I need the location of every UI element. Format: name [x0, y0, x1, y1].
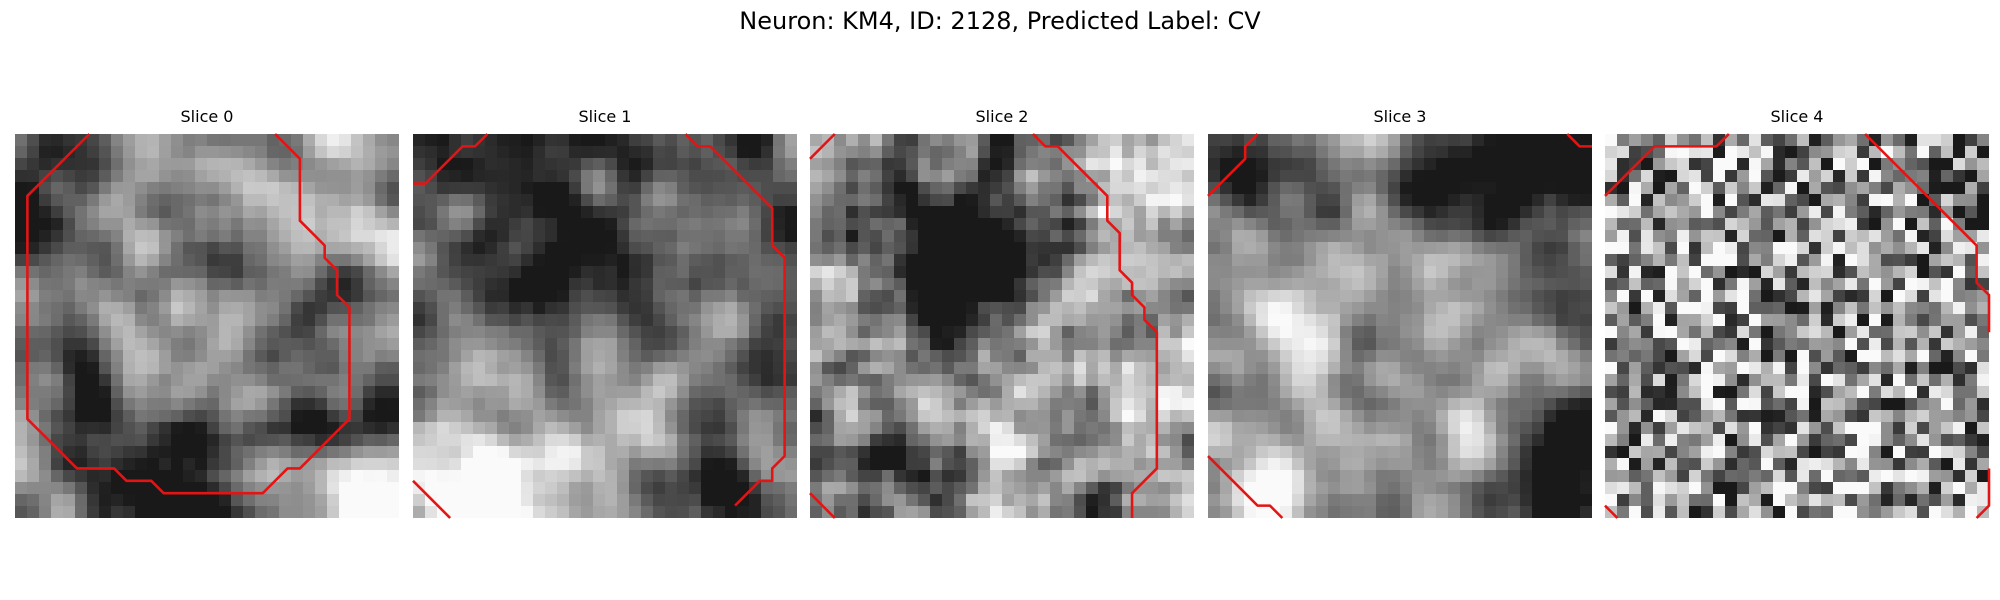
- contour-line-2: [413, 481, 450, 518]
- contour-line-2: [810, 493, 835, 518]
- slice-title: Slice 1: [578, 107, 632, 126]
- slice-title: Slice 4: [1770, 107, 1824, 126]
- contour-line-0: [1208, 134, 1258, 196]
- slice-image: [1605, 134, 1989, 518]
- slice-image: [413, 134, 797, 518]
- slice-title: Slice 2: [975, 107, 1029, 126]
- contour-line-3: [1977, 468, 1989, 518]
- slice-image: [15, 134, 399, 518]
- contour-line-0: [27, 134, 349, 493]
- neuron-contour-overlay: [15, 134, 399, 518]
- neuron-contour-overlay: [413, 134, 797, 518]
- contour-line-2: [1605, 506, 1617, 518]
- neuron-contour-overlay: [1208, 134, 1592, 518]
- neuron-contour-overlay: [810, 134, 1194, 518]
- contour-line-1: [1865, 134, 1989, 332]
- contour-line-2: [1208, 456, 1282, 518]
- slice-title: Slice 3: [1373, 107, 1427, 126]
- neuron-contour-overlay: [1605, 134, 1989, 518]
- slice-title: Slice 0: [180, 107, 234, 126]
- slice-image: [1208, 134, 1592, 518]
- contour-line-0: [413, 134, 487, 184]
- figure-title: Neuron: KM4, ID: 2128, Predicted Label: …: [739, 7, 1261, 35]
- slice-image: [810, 134, 1194, 518]
- contour-line-0: [810, 134, 835, 159]
- contour-line-1: [1567, 134, 1592, 146]
- contour-line-0: [1605, 134, 1729, 196]
- contour-line-1: [1033, 134, 1157, 518]
- contour-line-1: [686, 134, 785, 506]
